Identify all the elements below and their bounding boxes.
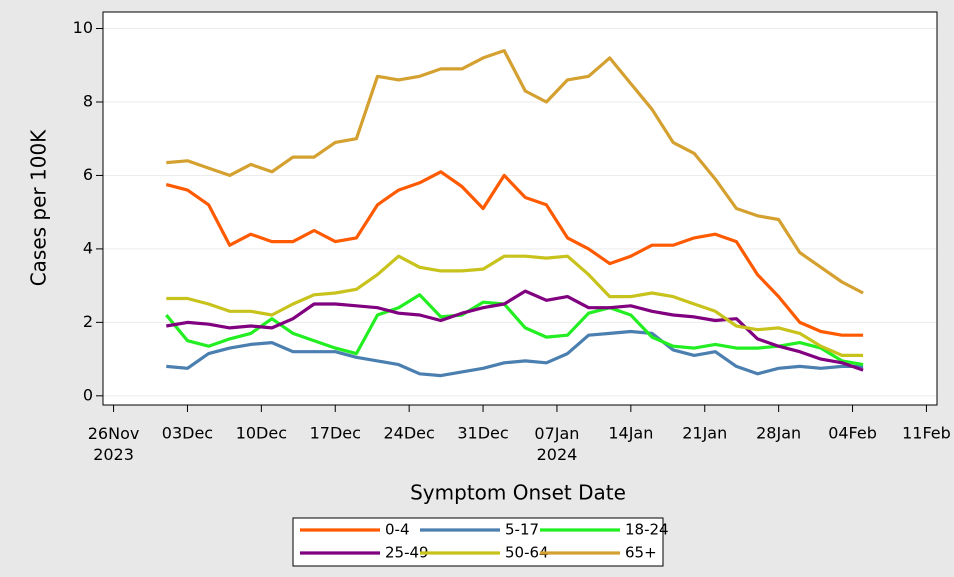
series-line	[166, 49, 864, 295]
x-tick-label: 14Jan	[608, 424, 653, 443]
x-tick-label: 07Jan 2024	[534, 424, 579, 464]
y-axis-title: Cases per 100K	[27, 129, 51, 286]
y-tick-label: 8	[83, 91, 93, 110]
x-tick-label: 03Dec	[162, 424, 213, 443]
y-tick-label: 10	[73, 18, 93, 37]
x-tick-label: 28Jan	[756, 424, 801, 443]
legend-label: 25-49	[385, 544, 429, 562]
series-line	[166, 254, 864, 357]
y-tick-label: 0	[83, 385, 93, 404]
legend-label: 65+	[625, 544, 657, 562]
series-line	[165, 170, 864, 337]
series-line	[166, 329, 864, 378]
x-tick-label: 17Dec	[310, 424, 361, 443]
series-line	[165, 293, 864, 367]
legend-label: 0-4	[385, 521, 410, 539]
legend-label: 50-64	[505, 544, 549, 562]
legend-label: 5-17	[505, 521, 539, 539]
legend	[292, 517, 664, 567]
x-tick-label: 11Feb	[902, 424, 951, 443]
x-tick-label: 10Dec	[236, 424, 287, 443]
x-tick-label: 31Dec	[457, 424, 508, 443]
x-tick-label: 26Nov 2023	[88, 424, 140, 464]
y-tick-label: 2	[83, 312, 93, 331]
x-tick-label: 24Dec	[383, 424, 434, 443]
y-tick-label: 4	[83, 238, 93, 257]
x-axis-title: Symptom Onset Date	[410, 481, 626, 505]
x-tick-label: 21Jan	[682, 424, 727, 443]
plot-frame	[102, 11, 938, 406]
y-tick-label: 6	[83, 165, 93, 184]
x-tick-label: 04Feb	[828, 424, 877, 443]
legend-label: 18-24	[625, 521, 669, 539]
